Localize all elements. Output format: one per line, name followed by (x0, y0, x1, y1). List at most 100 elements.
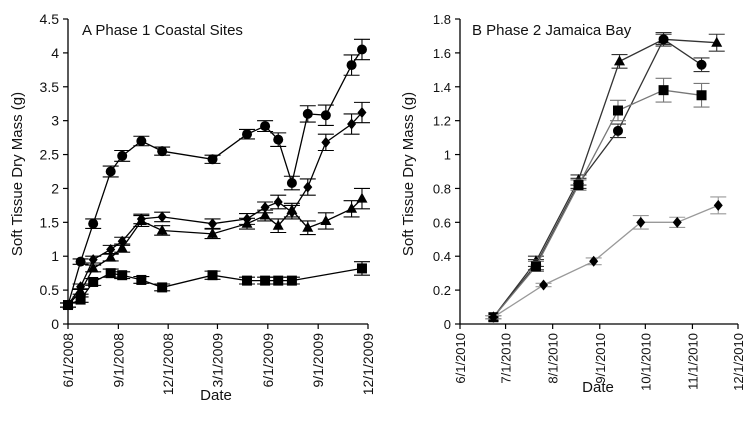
data-point-triangle (105, 251, 117, 262)
data-point-circle (260, 121, 271, 132)
y-tick-label: 1 (51, 248, 59, 264)
data-point-circle (346, 60, 357, 71)
data-point-circle (88, 218, 99, 229)
series-line-diamond (67, 112, 363, 306)
series-line-triangle (492, 38, 717, 318)
data-point-diamond (76, 281, 86, 293)
y-tick-label: 0.5 (40, 282, 60, 298)
data-point-square (260, 275, 271, 286)
data-point-circle (612, 125, 623, 136)
data-point-diamond (106, 243, 116, 255)
data-point-diamond (539, 279, 549, 291)
data-point-square (356, 263, 367, 274)
data-point-circle (320, 110, 331, 121)
y-tick-label: 3 (51, 113, 59, 129)
panel-a-axes: 0 0.5 1 1.5 2 2.5 3 3.5 4 4.5 6/1/2008 9/1/2008 12/1… (40, 11, 376, 395)
data-point-diamond (357, 107, 367, 119)
y-tick-label: 0.4 (433, 249, 451, 264)
data-point-diamond (273, 196, 283, 208)
x-tick-label: 8/1/2010 (546, 333, 561, 384)
data-point-circle (207, 154, 218, 165)
data-point-square (88, 276, 99, 287)
data-point-circle (117, 150, 128, 161)
data-point-triangle (711, 36, 723, 47)
data-point-diamond (303, 181, 313, 193)
data-point-square (612, 105, 623, 116)
x-tick-label: 6/1/2010 (453, 333, 468, 384)
data-point-diamond (672, 216, 682, 228)
y-tick-label: 0.2 (433, 283, 451, 298)
panel-a-ylabel: Soft Tissue Dry Mass (g) (9, 92, 26, 256)
x-tick-label: 7/1/2010 (499, 333, 514, 384)
data-point-diamond (136, 213, 146, 225)
x-tick-label: 12/1/2008 (160, 333, 176, 395)
data-point-triangle (614, 55, 626, 66)
y-tick-label: 4.5 (40, 11, 60, 27)
y-tick-label: 0 (444, 317, 451, 332)
x-tick-label: 6/1/2009 (260, 333, 276, 388)
y-tick-label: 0.8 (433, 181, 451, 196)
panel-b-label: B Phase 2 Jamaica Bay (472, 22, 632, 39)
data-point-square (273, 275, 284, 286)
data-point-circle (273, 134, 284, 145)
x-tick-label: 9/1/2010 (593, 333, 608, 384)
data-point-square (117, 270, 128, 281)
y-tick-label: 2.5 (40, 147, 60, 163)
y-tick-label: 3.5 (40, 79, 60, 95)
y-tick-label: 0 (51, 316, 59, 332)
series-line-square (492, 89, 702, 318)
y-tick-label: 1.6 (433, 46, 451, 61)
data-point-triangle (346, 202, 358, 213)
data-point-square (63, 300, 73, 311)
data-point-circle (356, 44, 367, 55)
y-tick-label: 0.6 (433, 215, 451, 230)
data-point-diamond (488, 311, 498, 323)
data-point-triangle (87, 262, 99, 273)
data-point-diamond (636, 216, 646, 228)
data-point-square (658, 85, 669, 96)
panel-a-label: A Phase 1 Coastal Sites (82, 22, 243, 39)
panel-a-plot (60, 38, 370, 311)
x-tick-label: 12/1/2010 (731, 333, 746, 391)
data-point-diamond (321, 136, 331, 148)
data-point-square (75, 294, 86, 305)
series-line-circle (67, 49, 363, 306)
data-point-diamond (589, 255, 599, 267)
data-point-triangle (320, 214, 332, 225)
data-point-square (207, 270, 218, 281)
data-point-square (696, 90, 707, 101)
x-tick-label: 11/1/2010 (685, 333, 700, 390)
panel-b-xlabel: Date (582, 379, 614, 396)
data-point-triangle (156, 224, 168, 235)
data-point-diamond (157, 211, 167, 223)
data-point-circle (75, 256, 86, 267)
data-point-circle (136, 136, 147, 146)
data-point-square (530, 261, 541, 272)
data-point-square (105, 268, 116, 279)
data-point-diamond (208, 218, 218, 230)
data-point-square (157, 282, 168, 293)
data-point-square (242, 275, 253, 286)
data-point-diamond (287, 206, 297, 218)
x-tick-label: 9/1/2009 (310, 333, 326, 388)
x-tick-label: 6/1/2008 (60, 333, 76, 388)
panel-a-xlabel: Date (200, 387, 232, 404)
data-point-circle (696, 59, 707, 70)
data-point-circle (105, 166, 116, 177)
data-point-circle (157, 146, 168, 157)
data-point-diamond (88, 254, 98, 266)
panel-a: A Phase 1 Coastal Sites Soft Tissue Dry … (9, 11, 376, 404)
data-point-square (286, 275, 297, 286)
y-tick-label: 2 (51, 180, 59, 196)
data-point-diamond (260, 201, 270, 213)
series-line-diamond (493, 204, 719, 318)
y-tick-label: 1 (444, 148, 451, 163)
series-line-triangle (67, 198, 363, 306)
x-tick-label: 10/1/2010 (638, 333, 653, 391)
y-tick-label: 1.5 (40, 214, 60, 230)
data-point-circle (658, 34, 669, 45)
data-point-diamond (242, 213, 252, 225)
data-point-circle (302, 108, 313, 119)
data-point-triangle (207, 227, 219, 238)
